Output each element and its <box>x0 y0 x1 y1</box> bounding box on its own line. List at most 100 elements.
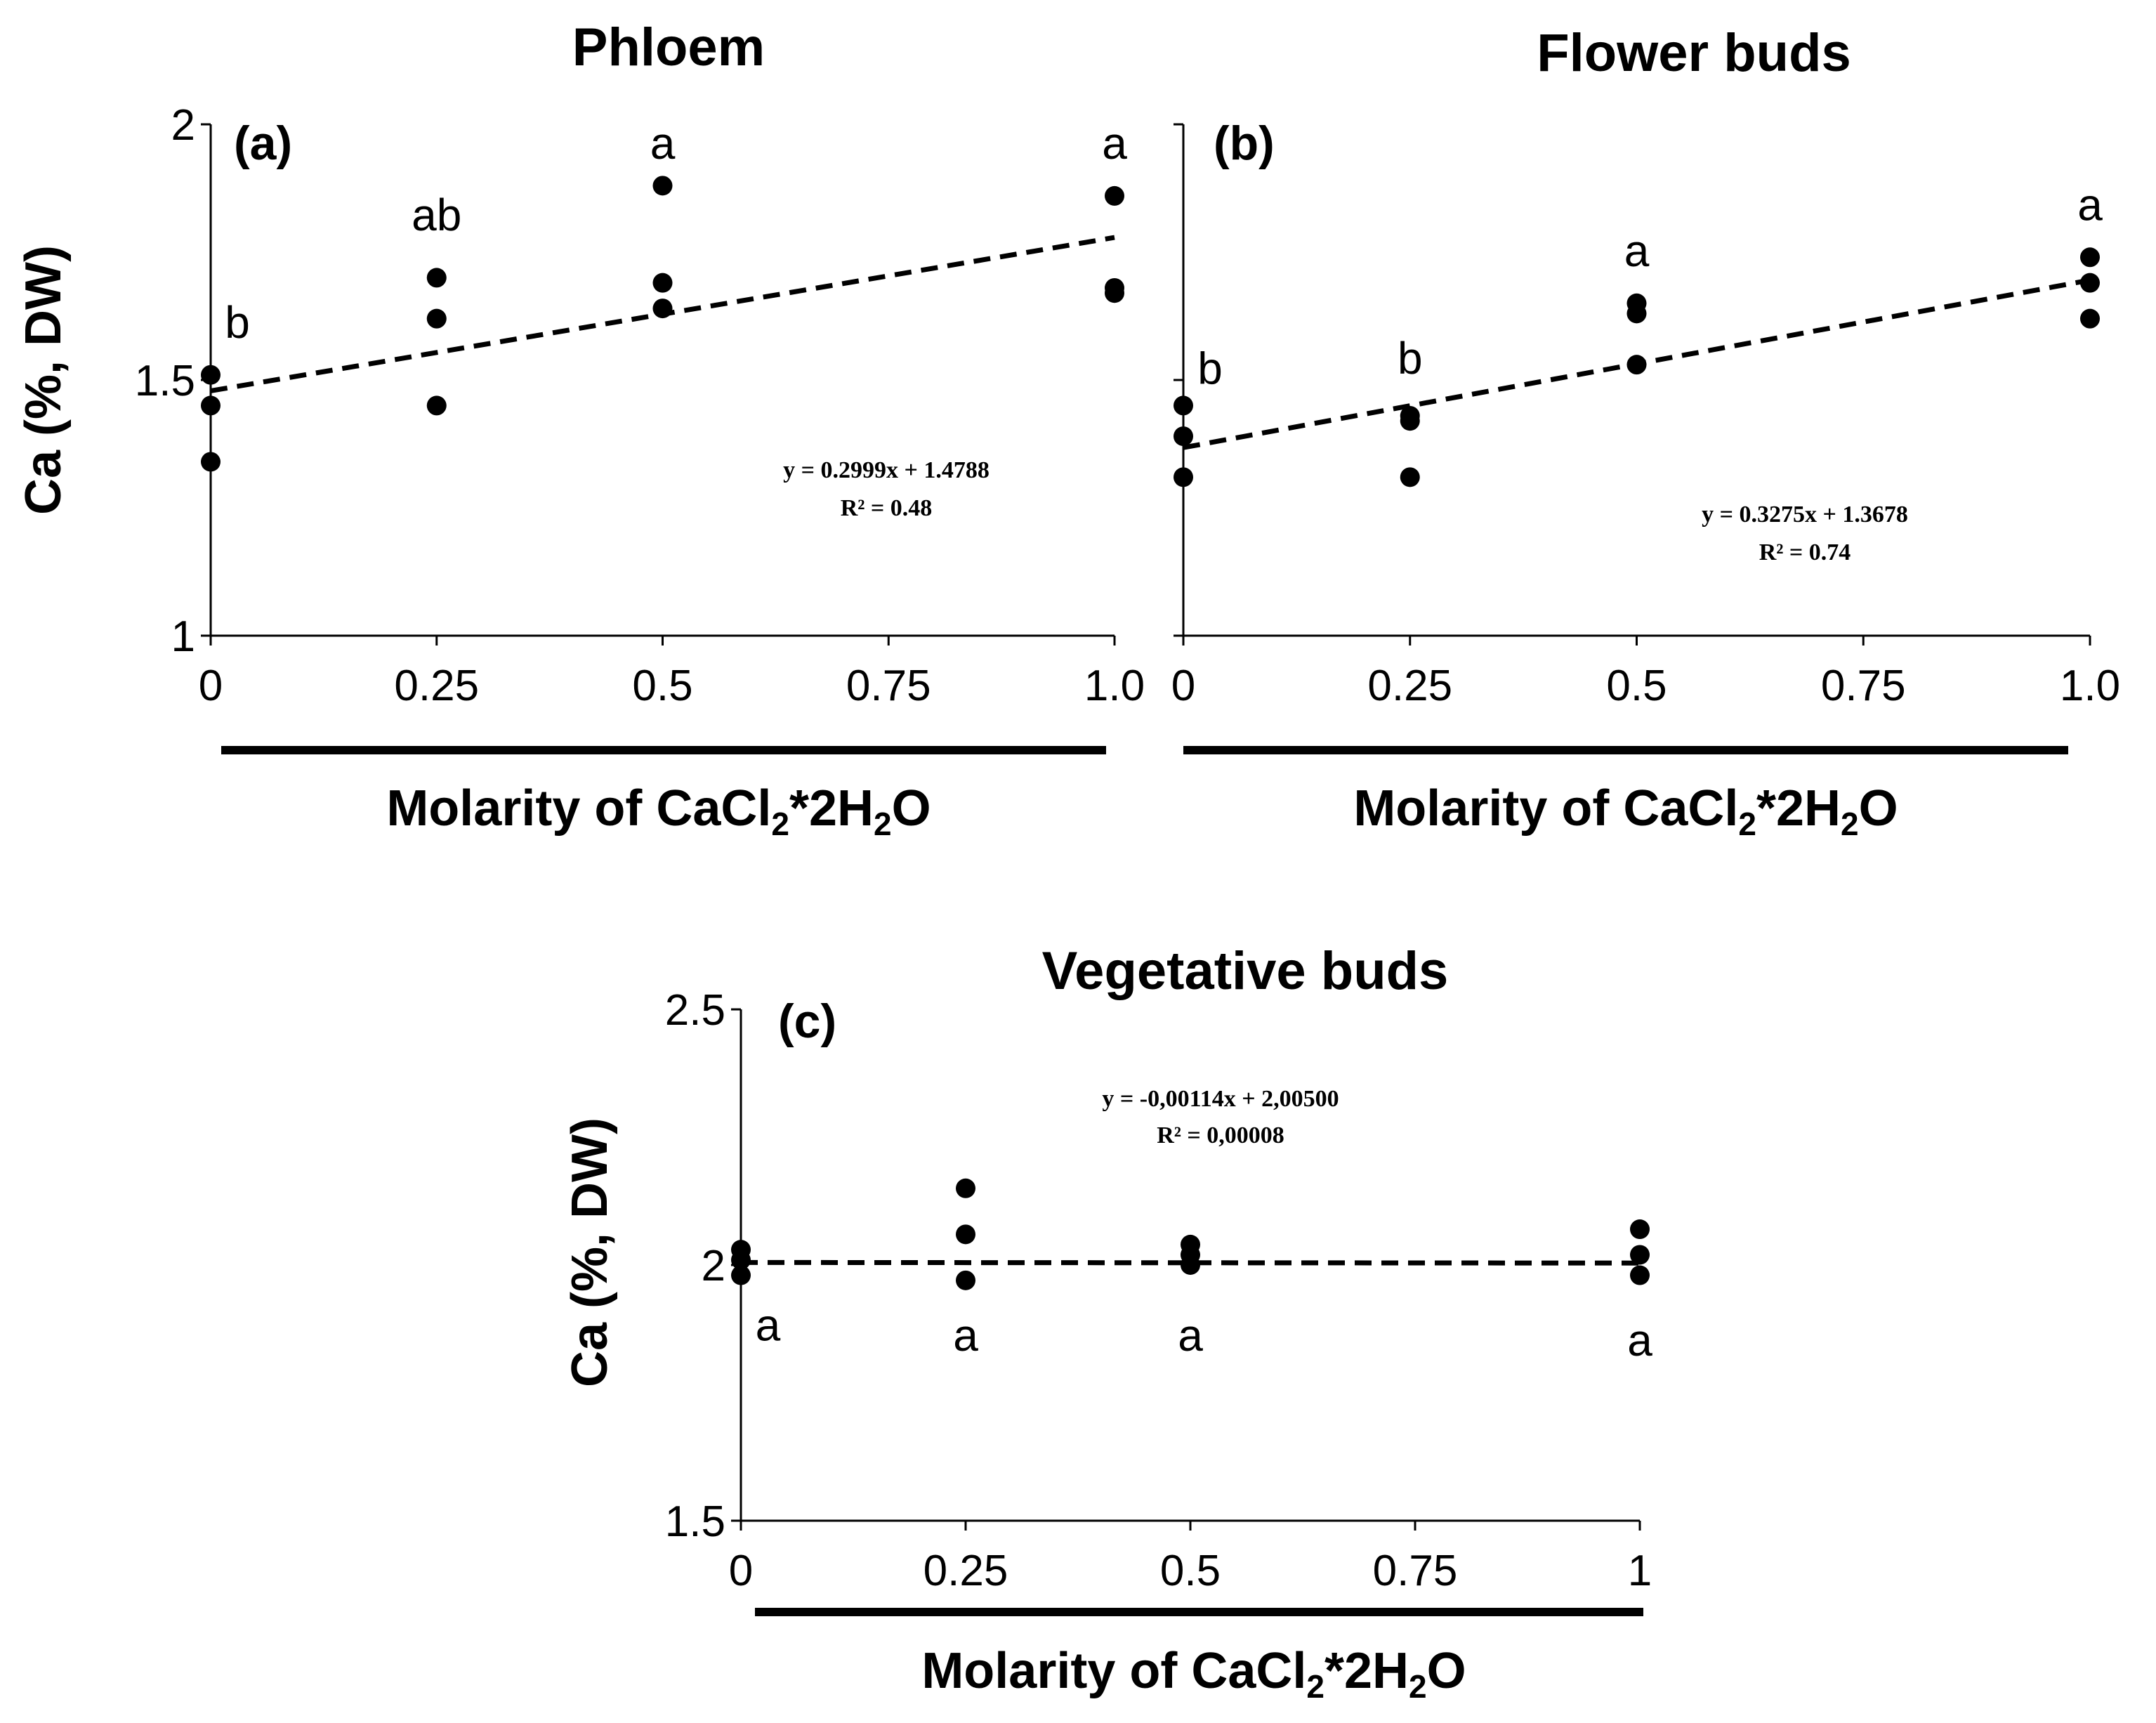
x-tick-label: 1 <box>1628 1547 1652 1595</box>
y-tick-label: 1 <box>171 612 195 661</box>
data-point <box>2080 308 2100 329</box>
group-letter: a <box>756 1299 781 1350</box>
group-letter: b <box>1398 333 1423 384</box>
x-axis-label-part: Molarity of CaCl <box>921 1643 1306 1699</box>
x-axis-label-part: *2H <box>789 780 874 837</box>
y-axis-label: Ca (%, DW) <box>15 245 72 515</box>
trendline-equation: y = 0.2999x + 1.4788 <box>783 457 990 483</box>
data-point <box>1105 283 1124 303</box>
data-point <box>201 365 221 385</box>
x-tick-label: 0 <box>729 1547 753 1595</box>
x-axis-label-subscript: 2 <box>1841 806 1859 842</box>
data-point <box>1174 467 1193 487</box>
data-point <box>731 1250 751 1270</box>
chart-title: Phloem <box>572 18 765 77</box>
x-tick-label: 1.0 <box>2060 662 2120 710</box>
x-axis-label: Molarity of CaCl2*2H2O <box>386 780 931 842</box>
x-axis-label: Molarity of CaCl2*2H2O <box>921 1643 1466 1705</box>
panel-label: (c) <box>778 995 836 1048</box>
y-axis-label: Ca (%, DW) <box>562 1118 618 1387</box>
y-tick-label: 2.5 <box>665 986 725 1035</box>
x-axis-label: Molarity of CaCl2*2H2O <box>1353 780 1898 842</box>
x-tick-label: 0.75 <box>1373 1547 1458 1595</box>
x-tick-label: 0.5 <box>1606 662 1667 710</box>
x-tick-label: 0.75 <box>1821 662 1906 710</box>
group-letter: b <box>1197 343 1223 393</box>
data-point <box>201 395 221 416</box>
group-letter: a <box>1102 118 1127 169</box>
x-tick-label: 0.5 <box>1160 1547 1221 1595</box>
group-letter: a <box>1178 1310 1203 1361</box>
data-point <box>1174 426 1193 447</box>
data-point <box>731 1265 751 1285</box>
data-point <box>652 273 673 293</box>
trendline <box>740 1259 1641 1266</box>
data-point <box>426 268 447 288</box>
data-point <box>2080 247 2100 268</box>
y-tick-label: 2 <box>702 1242 725 1290</box>
data-point <box>1174 395 1193 416</box>
panel-a-phloem: 1 1.5 2 0 0.25 0.5 0.75 1.0 b ab a a Phloem (a) y = 0.… <box>15 18 1145 842</box>
group-letter: a <box>1627 1315 1652 1365</box>
panel-c-vegetative-buds: 1.5 2 2.5 0 0.25 0.5 0.75 1 a a a a Vegetative buds (… <box>562 941 1652 1705</box>
data-point <box>652 176 673 196</box>
data-point <box>1626 355 1647 375</box>
data-point <box>426 395 447 416</box>
x-tick-label: 0.25 <box>923 1547 1008 1595</box>
x-tick-label: 0.5 <box>632 662 692 710</box>
data-point <box>1105 185 1124 206</box>
x-axis-label-part: *2H <box>1756 780 1841 837</box>
data-point <box>1626 303 1647 324</box>
x-axis-label-part: *2H <box>1325 1643 1409 1699</box>
r-squared: R² = 0.74 <box>1759 539 1851 565</box>
x-axis-label-part: Molarity of CaCl <box>1353 780 1738 837</box>
x-axis-label-part: O <box>1859 780 1898 837</box>
group-letter: a <box>1624 225 1650 276</box>
x-tick-label: 0.25 <box>394 662 479 710</box>
data-point <box>1400 467 1420 487</box>
x-axis-label-subscript: 2 <box>1738 806 1756 842</box>
group-letter: a <box>953 1310 978 1361</box>
x-tick-label: 0 <box>199 662 223 710</box>
x-axis-label-subscript: 2 <box>771 806 789 842</box>
data-point <box>652 299 673 319</box>
group-letter: b <box>225 297 250 348</box>
group-letter: a <box>650 118 676 169</box>
group-letter: ab <box>412 190 461 240</box>
x-tick-label: 0.25 <box>1367 662 1452 710</box>
chart-title: Vegetative buds <box>1042 941 1449 1001</box>
data-point <box>1630 1265 1650 1285</box>
data-point <box>1181 1255 1200 1275</box>
data-point <box>201 452 221 472</box>
x-axis-label-subscript: 2 <box>1306 1668 1325 1705</box>
panel-label: (a) <box>234 117 292 170</box>
y-tick-label: 1.5 <box>135 357 195 405</box>
data-point <box>1630 1245 1650 1265</box>
data-point <box>426 308 447 329</box>
data-point <box>2080 273 2100 293</box>
trendline-equation: y = -0,00114x + 2,00500 <box>1102 1086 1339 1112</box>
panel-label: (b) <box>1214 117 1275 170</box>
x-tick-label: 0.75 <box>846 662 931 710</box>
data-point <box>956 1178 975 1198</box>
x-tick-label: 0 <box>1171 662 1195 710</box>
chart-title: Flower buds <box>1537 23 1851 83</box>
panel-b-flower-buds: 0 0.25 0.5 0.75 1.0 b b a a Flower buds (b) y = 0.3… <box>1171 23 2120 842</box>
x-axis-label-subscript: 2 <box>1409 1668 1427 1705</box>
x-axis-label-part: Molarity of CaCl <box>386 780 771 837</box>
r-squared: R² = 0.48 <box>841 495 933 521</box>
x-axis-label-subscript: 2 <box>874 806 892 842</box>
data-point <box>1630 1219 1650 1240</box>
x-axis-label-part: O <box>892 780 931 837</box>
x-axis-label-part: O <box>1427 1643 1466 1699</box>
data-point <box>1400 411 1420 431</box>
trendline-equation: y = 0.3275x + 1.3678 <box>1702 502 1908 528</box>
y-tick-label: 1.5 <box>665 1498 725 1546</box>
y-tick-label: 2 <box>171 101 195 150</box>
data-point <box>956 1224 975 1245</box>
data-point <box>956 1270 975 1290</box>
x-tick-label: 1.0 <box>1084 662 1145 710</box>
group-letter: a <box>2077 179 2103 230</box>
r-squared: R² = 0,00008 <box>1157 1122 1284 1148</box>
